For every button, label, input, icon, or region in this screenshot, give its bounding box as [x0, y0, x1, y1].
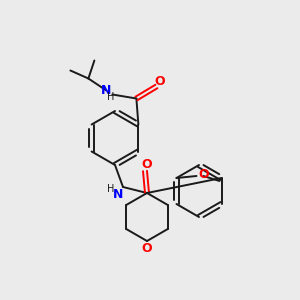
Text: O: O: [154, 75, 165, 88]
Text: O: O: [198, 169, 209, 182]
Text: H: H: [107, 184, 115, 194]
Text: O: O: [142, 242, 152, 254]
Text: N: N: [101, 84, 112, 97]
Text: H: H: [107, 92, 114, 103]
Text: N: N: [113, 188, 123, 200]
Text: O: O: [142, 158, 152, 172]
